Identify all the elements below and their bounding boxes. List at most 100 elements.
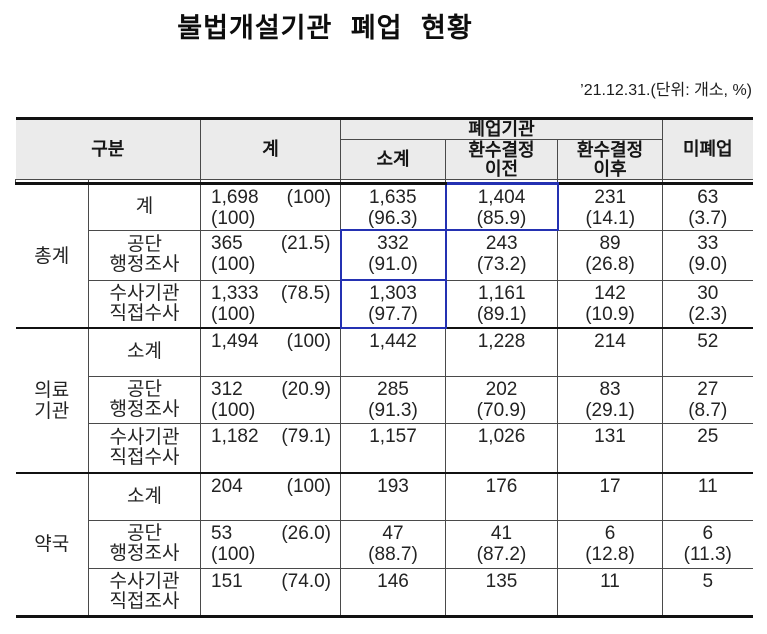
divider-cell bbox=[662, 179, 753, 185]
cell-percent: (26.8) bbox=[585, 253, 635, 275]
cell-value: 146 bbox=[377, 570, 409, 592]
value-cell: 214 bbox=[556, 327, 663, 376]
cell-percent: (78.5) bbox=[280, 282, 331, 304]
value-cell: 47 (88.7) bbox=[340, 519, 446, 568]
cell-value: 27 bbox=[697, 378, 719, 400]
total-line: 1,494 (100) bbox=[211, 331, 331, 352]
value-cell: 176 bbox=[445, 472, 558, 520]
total-line: 204 (100) bbox=[211, 476, 331, 497]
value-cell: 1,635 (96.3) bbox=[340, 183, 446, 230]
total-line: 1,698 (100) bbox=[211, 187, 331, 208]
cell-percent: (97.7) bbox=[368, 304, 418, 325]
cell-percent: (26.0) bbox=[281, 522, 331, 544]
header-after-recovery: 환수결정 이후 bbox=[556, 139, 663, 180]
cell-percent: (12.8) bbox=[585, 543, 635, 565]
cell-value: 285 bbox=[377, 378, 409, 400]
table-body: 총계 계 1,698 (100) (100) 1,635 (96.3) 1,404 (85.9)… bbox=[15, 179, 753, 616]
cell-percent: (100) bbox=[286, 476, 331, 497]
cell-percent: (96.3) bbox=[367, 208, 418, 229]
value-cell: 17 bbox=[556, 472, 663, 520]
page-title: 불법개설기관 폐업 현황 bbox=[177, 13, 473, 43]
value-cell: 27 (8.7) bbox=[662, 375, 753, 423]
cell-value: 131 bbox=[594, 425, 626, 447]
value-cell: 6 (11.3) bbox=[662, 519, 753, 568]
value-cell: 285 (91.3) bbox=[340, 375, 446, 423]
table-row: 공단 행정조사 365 (21.5) (100) 332 (91.0) 243 (73.2) 8… bbox=[16, 229, 753, 281]
cell-base-percent: (100) bbox=[211, 399, 256, 421]
cell-value: 1,182 bbox=[211, 425, 259, 447]
total-line: 151 (74.0) bbox=[211, 571, 331, 592]
row-label-cell: 공단 행정조사 bbox=[88, 229, 201, 280]
cell-percent: (21.5) bbox=[280, 232, 331, 254]
header-divider bbox=[15, 179, 753, 185]
cell-percent: (70.9) bbox=[476, 399, 527, 421]
cell-value: 176 bbox=[485, 476, 518, 497]
cell-value: 1,333 bbox=[211, 282, 259, 304]
cell-percent: (8.7) bbox=[688, 399, 728, 421]
cell-value: 6 bbox=[604, 522, 616, 544]
value-cell: 6 (12.8) bbox=[556, 519, 663, 568]
value-cell: 11 bbox=[662, 472, 753, 520]
cell-value: 30 bbox=[697, 282, 719, 304]
cell-value: 1,494 bbox=[211, 331, 259, 352]
table-row: 수사기관 직접수사 1,333 (78.5) (100) 1,303 (97.7) 1,16… bbox=[16, 279, 753, 329]
value-cell: 1,404 (85.9) bbox=[444, 182, 559, 231]
cell-percent: (14.1) bbox=[585, 208, 636, 229]
header-gubun: 구분 bbox=[15, 118, 201, 180]
header-row-1: 구분 계 폐업기관 미폐업 bbox=[15, 118, 753, 180]
value-cell: 25 bbox=[662, 422, 753, 473]
table-row: 약국 소계 204 (100) 193 176 17 11 bbox=[15, 472, 753, 616]
cell-value: 11 bbox=[697, 476, 718, 497]
row-label-cell: 소계 bbox=[88, 327, 201, 376]
divider-cell bbox=[200, 179, 341, 185]
cell-value: 52 bbox=[697, 331, 719, 352]
value-cell: 1,161 (89.1) bbox=[445, 279, 558, 328]
value-cell: 1,026 bbox=[445, 422, 558, 473]
value-cell: 89 (26.8) bbox=[556, 229, 663, 280]
total-value-cell: 1,494 (100) bbox=[200, 327, 341, 376]
row-label-cell: 계 bbox=[88, 183, 201, 230]
value-cell: 63 (3.7) bbox=[662, 183, 753, 230]
total-value-cell: 151 (74.0) bbox=[200, 567, 341, 616]
cell-percent: (3.7) bbox=[688, 208, 728, 229]
cell-value: 11 bbox=[600, 570, 620, 592]
divider-cell bbox=[15, 179, 89, 185]
divider-cell bbox=[88, 179, 201, 185]
cell-percent: (10.9) bbox=[585, 303, 635, 325]
row-label-cell: 공단 행정조사 bbox=[88, 519, 201, 568]
cell-value: 243 bbox=[485, 233, 518, 254]
total-value-cell: 1,698 (100) (100) bbox=[200, 183, 341, 230]
value-cell: 243 (73.2) bbox=[445, 229, 558, 280]
row-label-cell: 소계 bbox=[88, 472, 201, 520]
cell-value: 1,698 bbox=[211, 187, 259, 208]
value-cell: 11 bbox=[556, 567, 663, 616]
divider-cell bbox=[445, 179, 558, 185]
header-closed-group: 폐업기관 bbox=[339, 118, 663, 140]
value-cell: 1,442 bbox=[340, 327, 446, 376]
cell-value: 1,442 bbox=[369, 331, 417, 352]
cell-value: 193 bbox=[377, 476, 409, 497]
cell-value: 83 bbox=[599, 378, 621, 400]
cell-percent: (11.3) bbox=[683, 543, 732, 565]
cell-value: 1,404 bbox=[477, 187, 526, 208]
table-row: 수사기관 직접수사 1,182 (79.1) 1,157 1,026 131 25 bbox=[16, 422, 753, 473]
cell-value: 135 bbox=[485, 570, 518, 592]
cell-value: 41 bbox=[490, 522, 513, 544]
total-line: 1,333 (78.5) bbox=[211, 283, 331, 304]
cell-value: 365 bbox=[211, 232, 243, 254]
total-line: 53 (26.0) bbox=[211, 523, 331, 544]
table-row: 수사기관 직접조사 151 (74.0) 146 135 11 5 bbox=[16, 567, 753, 616]
group-label-cell: 총계 bbox=[15, 183, 89, 328]
row-label-cell: 수사기관 직접수사 bbox=[88, 279, 201, 328]
table-row: 공단 행정조사 53 (26.0) (100) 47 (88.7) 41 (87.2) 6 (12… bbox=[16, 519, 753, 568]
cell-percent: (79.1) bbox=[281, 425, 331, 447]
value-cell: 83 (29.1) bbox=[556, 375, 663, 423]
table-row: 의료 기관 소계 1,494 (100) 1,442 1,228 214 52 bbox=[15, 327, 753, 473]
cell-value: 1,157 bbox=[369, 425, 417, 447]
cell-percent: (85.9) bbox=[476, 208, 527, 229]
cell-value: 231 bbox=[594, 187, 627, 208]
cell-value: 1,026 bbox=[477, 425, 526, 447]
cell-value: 214 bbox=[594, 331, 626, 352]
cell-base-percent: (100) bbox=[211, 543, 256, 565]
row-label-cell: 수사기관 직접수사 bbox=[88, 422, 201, 473]
